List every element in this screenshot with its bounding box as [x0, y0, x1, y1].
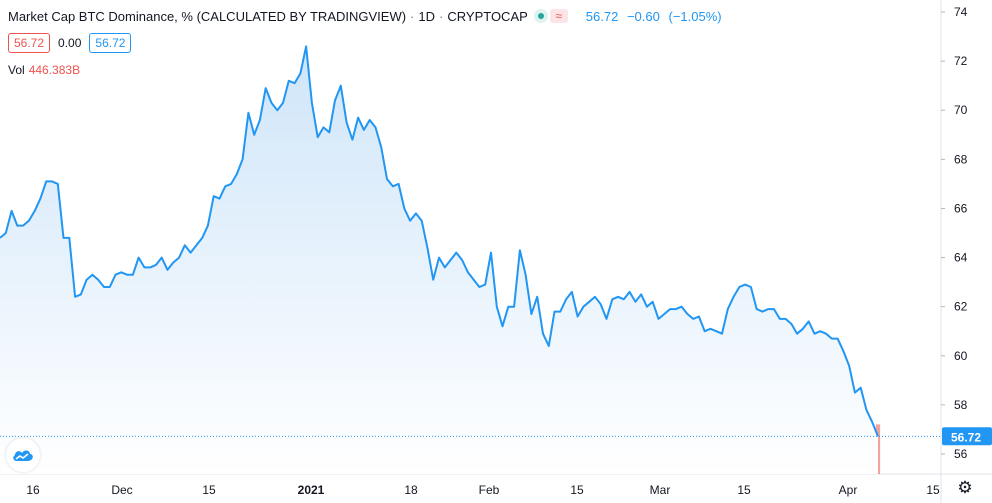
- x-tick-label: 15: [737, 483, 751, 497]
- y-tick-label: 62: [954, 300, 968, 314]
- gear-icon[interactable]: ⚙: [957, 478, 973, 497]
- volume-label: Vol: [8, 63, 25, 77]
- x-tick-label: 18: [404, 483, 418, 497]
- y-tick-label: 58: [954, 398, 968, 412]
- y-tick-label: 60: [954, 349, 968, 363]
- symbol-title[interactable]: Market Cap BTC Dominance, % (CALCULATED …: [8, 8, 407, 24]
- x-tick-label: Mar: [650, 483, 671, 497]
- source-label: CRYPTOCAP: [447, 8, 528, 24]
- bid-ask-row: 56.72 0.00 56.72: [8, 33, 132, 53]
- y-tick-label: 56: [954, 447, 968, 461]
- spread-value: 0.00: [58, 36, 82, 50]
- last-price: 56.72: [585, 8, 619, 24]
- market-state[interactable]: ≈: [533, 9, 568, 23]
- x-tick-label: 15: [202, 483, 216, 497]
- price-change-percent: (−1.05%): [668, 8, 722, 24]
- y-tick-label: 66: [954, 201, 968, 215]
- x-tick-label: Apr: [839, 483, 858, 497]
- interval-label: 1D: [418, 8, 436, 24]
- x-tick-label: 2021: [298, 483, 325, 497]
- chart-legend-header: Market Cap BTC Dominance, % (CALCULATED …: [8, 7, 727, 25]
- separator-dot: ·: [410, 8, 415, 24]
- svg-text:56.72: 56.72: [951, 430, 981, 444]
- last-price-tag: 56.72: [942, 427, 992, 446]
- x-tick-label: 15: [926, 483, 940, 497]
- y-tick-label: 70: [954, 103, 968, 117]
- x-tick-label: 15: [570, 483, 584, 497]
- x-tick-label: Feb: [479, 483, 500, 497]
- tradingview-logo-icon[interactable]: [6, 438, 40, 472]
- price-change: −0.60: [626, 8, 660, 24]
- x-tick-label: 16: [26, 483, 40, 497]
- price-summary: 56.72 −0.60 (−1.05%): [586, 9, 727, 24]
- delayed-data-icon: ≈: [549, 9, 568, 23]
- separator-dot: ·: [439, 8, 444, 24]
- volume-legend[interactable]: Vol 446.383B: [8, 63, 80, 77]
- x-tick-label: Dec: [111, 483, 132, 497]
- sell-price-button[interactable]: 56.72: [8, 33, 51, 53]
- y-tick-label: 64: [954, 251, 968, 265]
- price-line: [0, 45, 879, 437]
- market-open-icon: [533, 9, 548, 23]
- y-tick-label: 68: [954, 152, 968, 166]
- cloud-logo-icon: [13, 450, 33, 461]
- volume-value: 446.383B: [28, 63, 81, 77]
- y-tick-label: 72: [954, 54, 968, 68]
- y-tick-label: 74: [954, 5, 968, 19]
- buy-price-button[interactable]: 56.72: [89, 33, 132, 53]
